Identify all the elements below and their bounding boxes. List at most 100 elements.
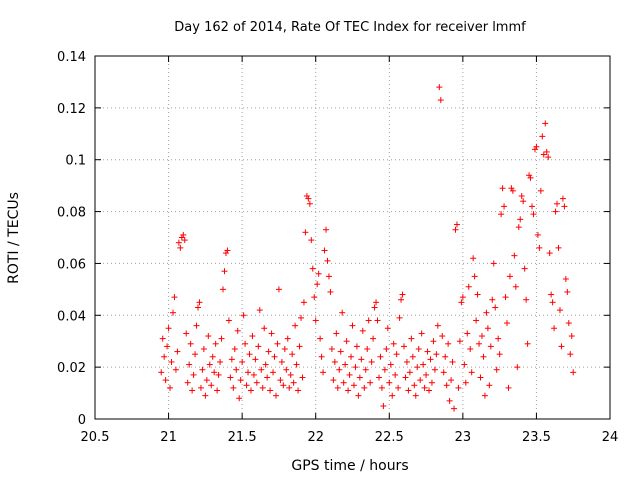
data-point: [395, 384, 402, 391]
data-point: [161, 353, 168, 360]
data-point: [534, 231, 541, 238]
data-point: [249, 333, 256, 340]
y-tick-label: 0.04: [57, 309, 86, 324]
data-point: [398, 296, 405, 303]
data-point: [393, 351, 400, 358]
data-point: [320, 369, 327, 376]
data-point: [493, 366, 500, 373]
data-point: [224, 247, 231, 254]
data-point: [568, 333, 575, 340]
data-point: [377, 353, 384, 360]
data-point: [165, 325, 172, 332]
data-point: [259, 384, 266, 391]
data-point: [356, 374, 363, 381]
data-point: [348, 353, 355, 360]
data-point: [227, 374, 234, 381]
data-point: [258, 366, 265, 373]
data-point: [287, 371, 294, 378]
data-point: [371, 304, 378, 311]
y-tick-label: 0.12: [57, 102, 86, 117]
data-point: [567, 351, 574, 358]
data-point: [298, 314, 304, 321]
data-point: [281, 345, 288, 352]
data-point: [399, 291, 406, 298]
data-point: [197, 384, 204, 391]
data-point: [380, 403, 387, 410]
data-point: [436, 84, 443, 91]
data-point: [409, 353, 416, 360]
x-tick-label: 21.5: [228, 430, 257, 445]
data-point: [496, 351, 503, 358]
data-point: [524, 340, 531, 347]
data-point: [537, 187, 544, 194]
data-point: [533, 143, 540, 150]
data-point: [196, 299, 203, 306]
data-point: [489, 296, 496, 303]
grid-lines: [95, 56, 610, 419]
data-point: [414, 364, 421, 371]
data-point: [340, 379, 347, 386]
plot-frame: [94, 55, 611, 420]
data-point: [495, 335, 502, 342]
data-point: [521, 265, 528, 272]
data-point: [426, 387, 433, 394]
data-point: [211, 369, 218, 376]
data-point: [246, 351, 253, 358]
data-point: [559, 195, 566, 202]
data-point: [440, 369, 447, 376]
data-point: [417, 377, 424, 384]
data-point: [217, 358, 224, 365]
data-point: [327, 288, 334, 295]
data-point: [186, 361, 193, 368]
data-point: [439, 333, 446, 340]
data-point: [231, 345, 238, 352]
data-point: [443, 382, 450, 389]
data-point: [508, 185, 515, 192]
data-point: [209, 353, 216, 360]
data-point: [278, 358, 285, 365]
data-point: [303, 193, 310, 200]
data-point: [530, 211, 537, 218]
data-point: [274, 340, 281, 347]
data-point: [203, 377, 210, 384]
data-point: [331, 358, 338, 365]
data-point: [434, 322, 441, 329]
data-point: [431, 366, 438, 373]
data-point: [190, 371, 197, 378]
data-point: [381, 366, 388, 373]
data-point: [558, 343, 565, 350]
data-point: [181, 237, 188, 244]
data-point: [458, 299, 465, 306]
data-point: [255, 343, 262, 350]
data-point: [336, 366, 343, 373]
data-point: [214, 387, 221, 394]
data-point: [504, 320, 510, 327]
data-point: [406, 369, 413, 376]
data-point: [268, 330, 275, 337]
data-points: [158, 84, 577, 412]
data-point: [448, 377, 455, 384]
data-point: [308, 237, 315, 244]
data-point: [487, 343, 494, 350]
data-point: [240, 312, 247, 319]
data-point: [300, 299, 307, 306]
data-point: [221, 268, 228, 275]
data-point: [420, 361, 427, 368]
data-point: [515, 224, 522, 231]
data-point: [290, 379, 297, 386]
data-point: [461, 361, 468, 368]
data-point: [330, 377, 337, 384]
data-point: [277, 377, 284, 384]
data-point: [286, 384, 293, 391]
data-point: [375, 374, 382, 381]
data-point: [343, 338, 350, 345]
data-point: [509, 187, 516, 194]
data-point: [453, 221, 460, 228]
data-point: [421, 384, 428, 391]
data-point: [368, 358, 375, 365]
data-point: [174, 348, 181, 355]
data-point: [551, 325, 558, 332]
x-tick-label: 23: [455, 430, 472, 445]
data-point: [230, 384, 237, 391]
